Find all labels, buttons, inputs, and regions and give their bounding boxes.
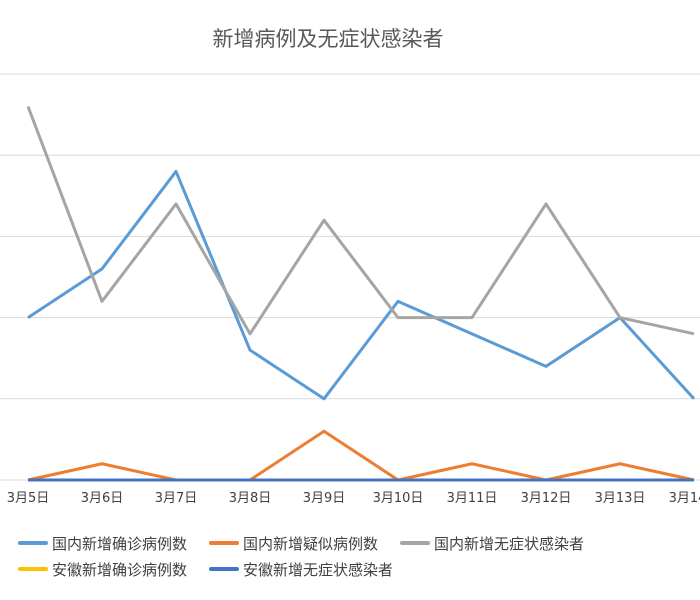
legend-swatch (18, 541, 48, 545)
x-tick-label: 3月9日 (303, 491, 346, 506)
legend-item: 安徽新增确诊病例数 (18, 559, 187, 580)
legend-swatch (400, 541, 431, 545)
legend-item: 国内新增无症状感染者 (400, 533, 584, 554)
legend-item: 安徽新增无症状感染者 (209, 559, 393, 580)
legend-item: 国内新增确诊病例数 (18, 533, 187, 554)
legend-label: 安徽新增无症状感染者 (243, 560, 394, 579)
legend-label: 安徽新增确诊病例数 (52, 560, 188, 579)
x-tick-label: 3月6日 (81, 491, 124, 506)
chart-title: 新增病例及无症状感染者 (213, 27, 444, 51)
legend-label: 国内新增疑似病例数 (243, 534, 379, 553)
legend-swatch (209, 567, 240, 571)
legend-swatch (209, 541, 240, 545)
x-tick-label: 3月12日 (521, 491, 572, 506)
series-line-0 (27, 169, 696, 401)
legend-label: 国内新增确诊病例数 (52, 534, 188, 553)
x-tick-label: 3月5日 (7, 491, 50, 506)
x-tick-label: 3月13日 (595, 491, 646, 506)
x-tick-label: 3月8日 (229, 491, 272, 506)
x-tick-label: 3月14日 (669, 491, 700, 506)
series-line-2 (26, 105, 695, 336)
legend: 国内新增确诊病例数 国内新增疑似病例数 国内新增无症状感染者 安徽新增确诊病例数 安徽… (18, 530, 700, 582)
legend-item: 国内新增疑似病例数 (209, 533, 378, 554)
series-line-1 (27, 429, 695, 482)
legend-label: 国内新增无症状感染者 (434, 534, 585, 553)
x-tick-label: 3月10日 (373, 491, 424, 506)
x-tick-label: 3月7日 (155, 491, 198, 506)
legend-swatch (18, 567, 48, 571)
x-tick-label: 3月11日 (447, 491, 498, 506)
